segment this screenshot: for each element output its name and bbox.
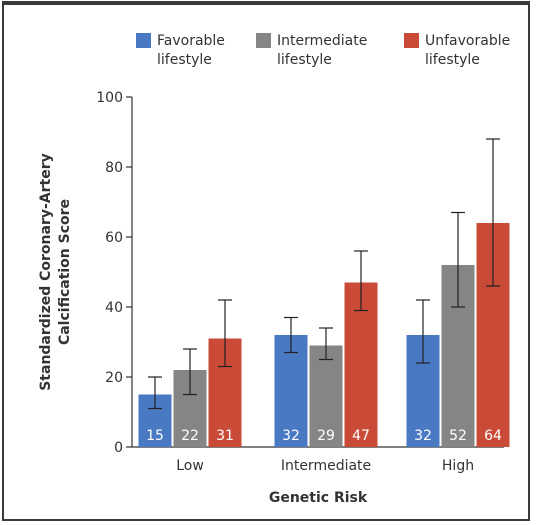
- legend-swatch-2: [256, 33, 271, 48]
- y-axis-title-line-2: Calcification Score: [57, 199, 73, 345]
- bar-value-label: 31: [216, 428, 234, 444]
- bar-value-label: 47: [352, 428, 370, 444]
- legend-label-3-line-2: lifestyle: [425, 52, 480, 68]
- x-tick-label: Intermediate: [281, 458, 371, 474]
- bar-intermediate-series-1: [274, 335, 308, 447]
- legend-swatch-3: [404, 33, 419, 48]
- legend-label-1-line-2: lifestyle: [157, 52, 212, 68]
- bar-value-label: 15: [146, 428, 164, 444]
- bar-chart: Favorable lifestyle Intermediate lifestyle U…: [38, 33, 510, 506]
- figure-frame: Favorable lifestyle Intermediate lifestyle U…: [2, 1, 530, 521]
- axes: 0 20 40 60 80 100 Low Intermediate High Genetic R…: [38, 90, 504, 506]
- legend-label-1-line-1: Favorable: [157, 33, 225, 49]
- legend-label-3-line-1: Unfavorable: [425, 33, 510, 49]
- x-tick-label: Low: [176, 458, 204, 474]
- legend: Favorable lifestyle Intermediate lifestyle U…: [136, 33, 510, 68]
- y-tick-label: 100: [96, 90, 123, 106]
- y-tick-label: 20: [105, 370, 123, 386]
- bar-intermediate-series-2: [309, 345, 343, 447]
- bars: [138, 223, 510, 447]
- bar-value-label: 32: [282, 428, 300, 444]
- bar-value-label: 32: [414, 428, 432, 444]
- bar-value-label: 52: [449, 428, 467, 444]
- bar-value-label: 29: [317, 428, 335, 444]
- x-tick-label: High: [442, 458, 474, 474]
- y-tick-label: 0: [114, 440, 123, 456]
- bar-value-label: 64: [484, 428, 502, 444]
- legend-label-2-line-2: lifestyle: [277, 52, 332, 68]
- bar-value-label: 22: [181, 428, 199, 444]
- bar-value-labels: 15 32 32 22 29 52 31 47 64: [146, 428, 502, 444]
- y-axis-title-line-1: Standardized Coronary-Artery: [38, 153, 54, 391]
- legend-label-2-line-1: Intermediate: [277, 33, 367, 49]
- y-axis-title: Standardized Coronary-Artery Calcificatio…: [38, 153, 73, 391]
- error-bars: [148, 138, 500, 410]
- y-tick-label: 60: [105, 230, 123, 246]
- legend-swatch-1: [136, 33, 151, 48]
- x-axis-title: Genetic Risk: [269, 490, 368, 506]
- y-tick-label: 80: [105, 160, 123, 176]
- y-tick-label: 40: [105, 300, 123, 316]
